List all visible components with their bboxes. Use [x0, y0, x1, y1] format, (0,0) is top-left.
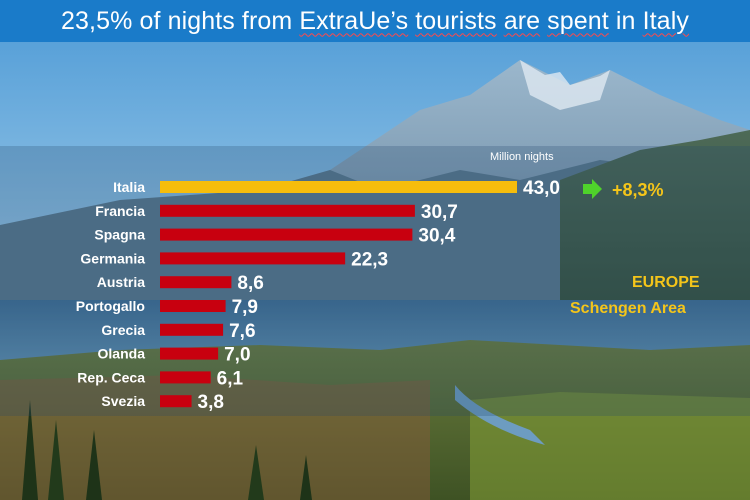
bar-row: Austria 8,6 — [97, 273, 264, 294]
category-label: Spagna — [94, 227, 145, 243]
category-label: Rep. Ceca — [77, 369, 145, 385]
bar — [160, 252, 346, 265]
title-part: spent — [547, 6, 609, 35]
category-label: Francia — [95, 203, 145, 219]
value-label: 6,1 — [217, 368, 244, 389]
bar-row: Olanda 7,0 — [98, 345, 251, 366]
right-arrow-icon — [583, 179, 602, 199]
bar-row: Svezia 3,8 — [101, 392, 224, 413]
title-part: in — [608, 6, 643, 35]
title-bar: 23,5% of nights from ExtraUe’s tourists … — [0, 0, 750, 42]
unit-label: Million nights — [490, 151, 554, 163]
value-label: 43,0 — [523, 178, 560, 199]
bar — [160, 276, 232, 289]
page-title: 23,5% of nights from ExtraUe’s tourists … — [61, 7, 689, 36]
bar-row: Portogallo 7,9 — [76, 297, 258, 318]
bar — [160, 204, 415, 217]
bar-row: Italia 43,0 — [113, 178, 560, 199]
category-label: Olanda — [98, 346, 146, 362]
bar-row: Rep. Ceca 6,1 — [77, 368, 243, 389]
title-part: are — [503, 6, 541, 35]
bar-row: Germania 22,3 — [80, 249, 388, 270]
title-part: Italy — [642, 6, 689, 35]
bar — [160, 228, 413, 241]
value-label: 3,8 — [198, 392, 224, 413]
category-label: Austria — [97, 274, 145, 290]
bar — [160, 347, 219, 360]
category-label: Svezia — [101, 393, 145, 409]
bar-row: Spagna 30,4 — [94, 226, 455, 247]
growth-label: +8,3% — [612, 180, 664, 200]
bar-row: Francia 30,7 — [95, 202, 458, 223]
bar — [160, 395, 192, 408]
category-label: Italia — [113, 179, 145, 195]
bar — [160, 371, 211, 384]
value-label: 7,0 — [224, 345, 250, 366]
value-label: 7,6 — [229, 321, 255, 342]
value-label: 30,4 — [418, 226, 455, 247]
value-label: 22,3 — [351, 249, 388, 270]
bar-row: Grecia 7,6 — [101, 321, 255, 342]
bar — [160, 181, 517, 193]
bar — [160, 300, 226, 312]
region-label: EUROPE — [632, 274, 700, 291]
title-part: 23,5% of nights from — [61, 6, 300, 35]
category-label: Portogallo — [76, 298, 145, 314]
category-label: Grecia — [101, 322, 145, 338]
value-label: 30,7 — [421, 202, 458, 223]
growth-annotation: +8,3% — [583, 179, 664, 200]
value-label: 8,6 — [237, 273, 263, 294]
value-label: 7,9 — [232, 297, 258, 318]
bar — [160, 323, 224, 336]
region-sublabel: Schengen Area — [570, 300, 686, 317]
category-label: Germania — [80, 250, 145, 266]
title-part: ExtraUe’s — [299, 6, 409, 35]
title-part: tourists — [415, 6, 497, 35]
